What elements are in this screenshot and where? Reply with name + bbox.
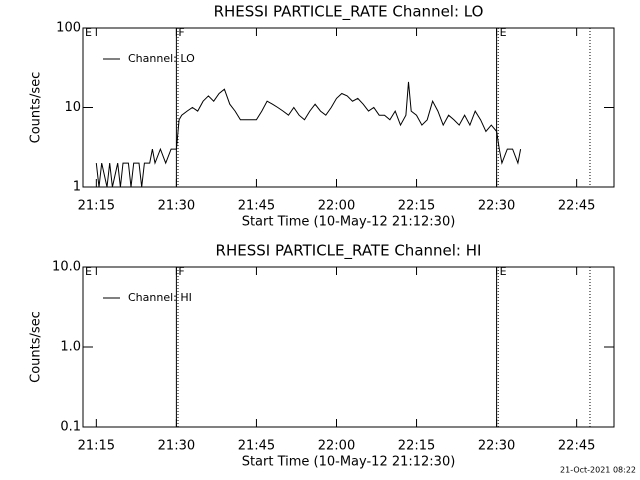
y-tick-label: 100: [56, 21, 81, 36]
x-tick-label: 22:45: [558, 439, 595, 454]
flag-label: E: [85, 265, 92, 278]
x-axis-label: Start Time (10-May-12 21:12:30): [242, 215, 456, 230]
x-tick-label: 22:30: [478, 199, 515, 214]
x-tick-label: 21:30: [158, 439, 195, 454]
flag-label: E: [500, 265, 507, 278]
y-tick-label: 10.0: [52, 260, 81, 275]
x-tick-label: 22:00: [318, 199, 355, 214]
footer: 21-Oct-2021 08:22: [560, 466, 636, 475]
flag-label: E: [500, 26, 507, 39]
flag-label: F: [178, 26, 184, 39]
x-tick-label: 22:15: [398, 439, 435, 454]
y-tick-label: 1.0: [60, 340, 81, 355]
x-tick-label: 21:15: [78, 199, 115, 214]
chart-title: RHESSI PARTICLE_RATE Channel: LO: [214, 3, 484, 22]
y-tick-label: 10: [64, 100, 81, 115]
y-axis-label: Counts/sec: [29, 311, 44, 383]
y-tick-label: 0.1: [60, 420, 81, 435]
x-tick-label: 21:45: [238, 199, 275, 214]
x-tick-label: 21:30: [158, 199, 195, 214]
x-axis-label: Start Time (10-May-12 21:12:30): [242, 455, 456, 470]
flag-label: E: [85, 26, 92, 39]
x-tick-label: 22:00: [318, 439, 355, 454]
chart-title: RHESSI PARTICLE_RATE Channel: HI: [216, 242, 482, 261]
x-tick-label: 22:45: [558, 199, 595, 214]
legend-label: Channel: HI: [128, 291, 192, 304]
x-tick-label: 21:15: [78, 439, 115, 454]
x-tick-label: 21:45: [238, 439, 275, 454]
x-tick-label: 22:30: [478, 439, 515, 454]
x-tick-label: 22:15: [398, 199, 435, 214]
data-line: [95, 81, 522, 187]
y-tick-label: 1: [73, 180, 81, 195]
legend-label: Channel: LO: [128, 52, 195, 65]
y-axis-label: Counts/sec: [29, 72, 44, 144]
flag-label: F: [178, 265, 184, 278]
